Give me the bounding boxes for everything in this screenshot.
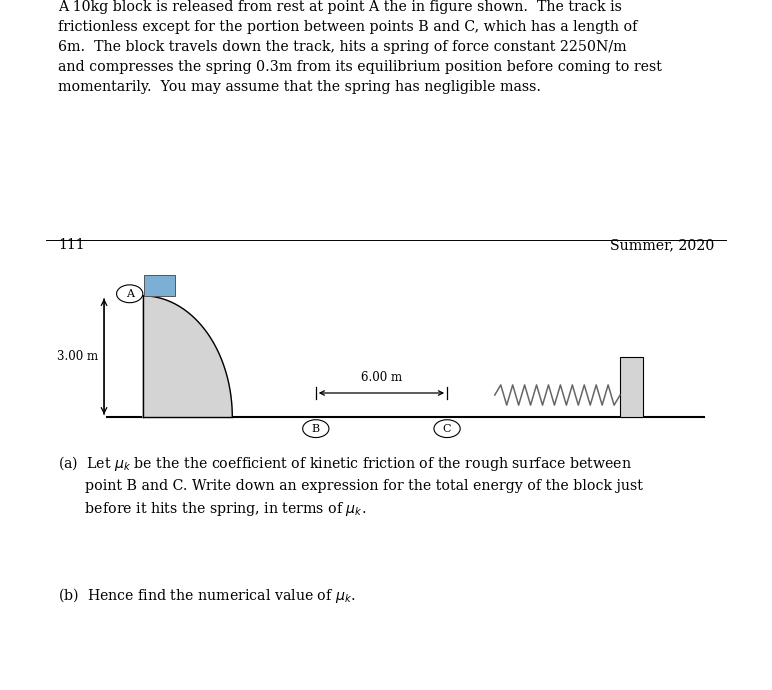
Text: 3.00 m: 3.00 m xyxy=(56,350,98,363)
Polygon shape xyxy=(143,296,232,417)
Text: 6.00 m: 6.00 m xyxy=(361,371,402,384)
Text: B: B xyxy=(312,424,320,433)
Text: C: C xyxy=(443,424,452,433)
Text: 111: 111 xyxy=(58,238,84,252)
Circle shape xyxy=(303,420,329,437)
Bar xyxy=(620,357,643,417)
Bar xyxy=(144,275,175,296)
Text: (a)  Let $\mu_k$ be the the coefficient of kinetic friction of the rough surface: (a) Let $\mu_k$ be the the coefficient o… xyxy=(58,454,643,518)
Text: A: A xyxy=(126,289,134,299)
Circle shape xyxy=(434,420,460,437)
Text: Summer, 2020: Summer, 2020 xyxy=(610,238,714,252)
Text: (b)  Hence find the numerical value of $\mu_k$.: (b) Hence find the numerical value of $\… xyxy=(58,586,355,604)
Circle shape xyxy=(117,285,143,303)
Text: A 10kg block is released from rest at point A the in figure shown.  The track is: A 10kg block is released from rest at po… xyxy=(58,0,662,95)
